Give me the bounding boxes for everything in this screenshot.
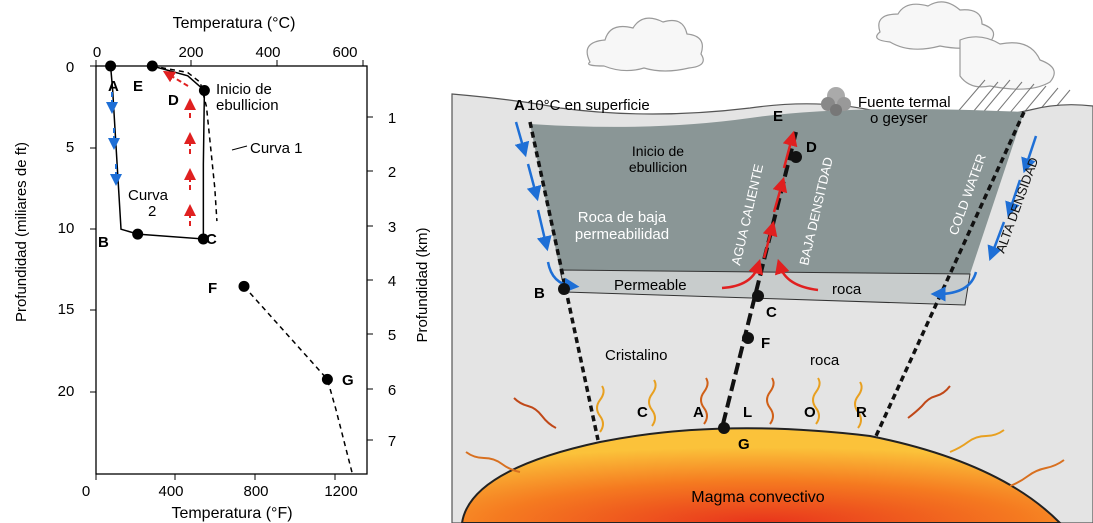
right-tick-label: 2: [388, 164, 396, 181]
surface-temp-label: 10°C en superficie: [527, 97, 650, 114]
heat-letter: A: [693, 404, 704, 421]
data-point-a: [105, 60, 117, 72]
rock-label: roca: [832, 281, 862, 298]
heat-letter: C: [637, 404, 648, 421]
boiling-start-annotation: ebullicion: [216, 97, 279, 114]
point-label-b: B: [98, 234, 109, 251]
hot-water-arrows: [721, 130, 819, 292]
boiling-start-label: Inicio de: [632, 143, 684, 159]
point-label-c: C: [206, 231, 217, 248]
flow-arrows-blue: [106, 92, 122, 186]
data-point-b: [132, 228, 144, 240]
bottom-tick-label: 400: [158, 483, 183, 500]
data-point-e: [146, 60, 158, 72]
right-tick-label: 6: [388, 382, 396, 399]
right-tick-label: 3: [388, 219, 396, 236]
curve1-label: Curva 1: [250, 140, 303, 157]
right-tick-label: 4: [388, 273, 396, 290]
curve2-label: Curva: [128, 187, 169, 204]
point-g: [718, 422, 730, 434]
label-d: D: [806, 139, 817, 156]
depth-temperature-chart: 0 200 400 600 Temperatura (°C) 0 400 800…: [13, 15, 431, 522]
point-label-d: D: [168, 92, 179, 109]
magma-label: Magma convectivo: [691, 489, 824, 506]
series-line-curva-1: [152, 65, 218, 222]
left-axis-title: Profundidad (miliares de ft): [13, 142, 30, 322]
point-label-a: A: [108, 78, 119, 95]
label-g: G: [738, 436, 750, 453]
boiling-start-annotation: Inicio de: [216, 81, 272, 98]
flow-arrows-red: [162, 70, 196, 226]
top-axis-ticks: [95, 60, 364, 66]
data-point-f: [238, 280, 250, 292]
left-tick-label: 15: [58, 301, 75, 318]
hot-spring-label: Fuente termal: [858, 94, 951, 111]
heat-rays-icon: [465, 377, 1065, 487]
top-tick-label: 0: [93, 44, 101, 61]
heat-letter: L: [743, 404, 752, 421]
top-axis-title: Temperatura (°C): [173, 15, 296, 32]
geyser-icon: [821, 87, 851, 116]
chart-frame: [95, 65, 368, 475]
point-f: [742, 332, 754, 344]
cloud-icon: [586, 1, 1055, 90]
point-label-f: F: [208, 280, 217, 297]
top-tick-label: 600: [332, 44, 357, 61]
bottom-axis-ticks: [95, 474, 336, 480]
data-point-d: [198, 84, 210, 96]
bottom-axis-title: Temperatura (°F): [171, 505, 292, 522]
hot-spring-label: o geyser: [870, 110, 928, 127]
heat-letter: O: [804, 404, 816, 421]
chart-marks: [105, 60, 354, 475]
cold-water-arrows-right: [930, 135, 1038, 302]
right-tick-label: 1: [388, 110, 396, 127]
rock-label: roca: [810, 352, 840, 369]
label-e: E: [773, 108, 783, 125]
bottom-tick-label: 0: [82, 483, 90, 500]
top-tick-label: 400: [255, 44, 280, 61]
low-permeability-rock: [530, 109, 1024, 274]
point-c: [752, 290, 764, 302]
series-line-f-g: [243, 285, 354, 475]
heat-letter: R: [856, 404, 867, 421]
crystalline-label: Cristalino: [605, 347, 668, 364]
left-tick-label: 5: [66, 139, 74, 156]
data-point-g: [321, 373, 333, 385]
low-perm-rock-label: permeabilidad: [575, 226, 669, 243]
label-a: A: [514, 97, 525, 114]
right-axis-title: Profundidad (km): [414, 227, 431, 342]
point-d: [790, 151, 802, 163]
left-tick-label: 0: [66, 59, 74, 76]
top-tick-label: 200: [178, 44, 203, 61]
bottom-tick-label: 800: [243, 483, 268, 500]
left-tick-label: 10: [58, 220, 75, 237]
curve1-leader: [231, 145, 248, 151]
curve2-label: 2: [148, 203, 156, 220]
cold-water-arrows-left: [514, 121, 580, 293]
data-point-c: [197, 233, 209, 245]
label-f: F: [761, 335, 770, 352]
permeable-label: Permeable: [614, 277, 687, 294]
magma-chamber: [460, 427, 1062, 523]
point-b: [558, 283, 570, 295]
point-label-g: G: [342, 372, 354, 389]
right-tick-label: 7: [388, 433, 396, 450]
right-tick-label: 5: [388, 327, 396, 344]
geothermal-cross-section: Magma convectivo: [451, 1, 1093, 523]
label-b: B: [534, 285, 545, 302]
left-tick-label: 20: [58, 383, 75, 400]
left-axis-ticks: [90, 65, 96, 393]
low-perm-rock-label: Roca de baja: [578, 209, 667, 226]
bottom-tick-label: 1200: [324, 483, 357, 500]
point-label-e: E: [133, 78, 143, 95]
label-c: C: [766, 304, 777, 321]
right-axis-ticks: [367, 116, 373, 441]
boiling-start-label: ebullicion: [629, 159, 687, 175]
